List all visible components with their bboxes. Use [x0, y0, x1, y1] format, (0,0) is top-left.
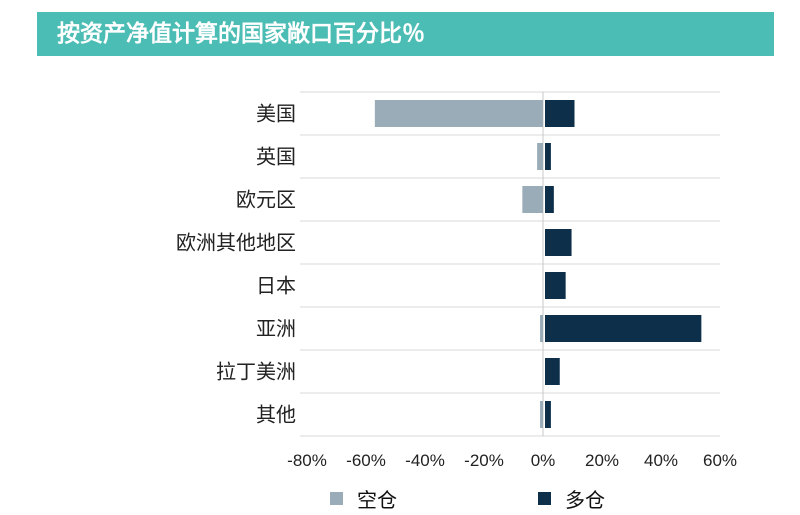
long-bar — [545, 272, 566, 299]
category-label: 欧元区 — [236, 188, 296, 212]
x-tick-label: -20% — [464, 451, 504, 470]
long-bar — [545, 100, 575, 127]
legend-short: 空仓 — [330, 484, 397, 513]
category-label: 日本 — [256, 274, 296, 298]
category-label: 其他 — [256, 403, 296, 427]
long-bar — [545, 186, 554, 213]
x-tick-label: 20% — [585, 451, 619, 470]
legend-long: 多仓 — [538, 484, 605, 513]
legend-short-swatch — [330, 492, 343, 505]
x-tick-label: -40% — [405, 451, 445, 470]
long-bar — [545, 315, 702, 342]
short-bar — [540, 315, 543, 342]
x-tick-label: -80% — [287, 451, 327, 470]
long-bar — [545, 143, 551, 170]
x-tick-label: 40% — [644, 451, 678, 470]
short-bar — [537, 143, 543, 170]
short-bar — [540, 401, 543, 428]
chart-title: 按资产净值计算的国家敞口百分比％ — [57, 21, 425, 47]
x-tick-label: 0% — [531, 451, 556, 470]
long-bar — [545, 401, 551, 428]
short-bar — [374, 100, 543, 127]
long-bar — [545, 229, 572, 256]
legend-short-label: 空仓 — [357, 488, 397, 512]
short-bar — [522, 186, 543, 213]
category-label: 亚洲 — [256, 317, 296, 341]
title-bar: 按资产净值计算的国家敞口百分比％ — [37, 12, 774, 56]
category-label: 欧洲其他地区 — [176, 231, 296, 255]
x-tick-label: -60% — [346, 451, 386, 470]
long-bar — [545, 358, 560, 385]
category-label: 美国 — [256, 102, 296, 126]
legend-long-swatch — [538, 492, 551, 505]
legend-long-label: 多仓 — [565, 488, 605, 512]
category-label: 拉丁美洲 — [216, 360, 296, 384]
category-label: 英国 — [256, 145, 296, 169]
x-tick-label: 60% — [703, 451, 737, 470]
